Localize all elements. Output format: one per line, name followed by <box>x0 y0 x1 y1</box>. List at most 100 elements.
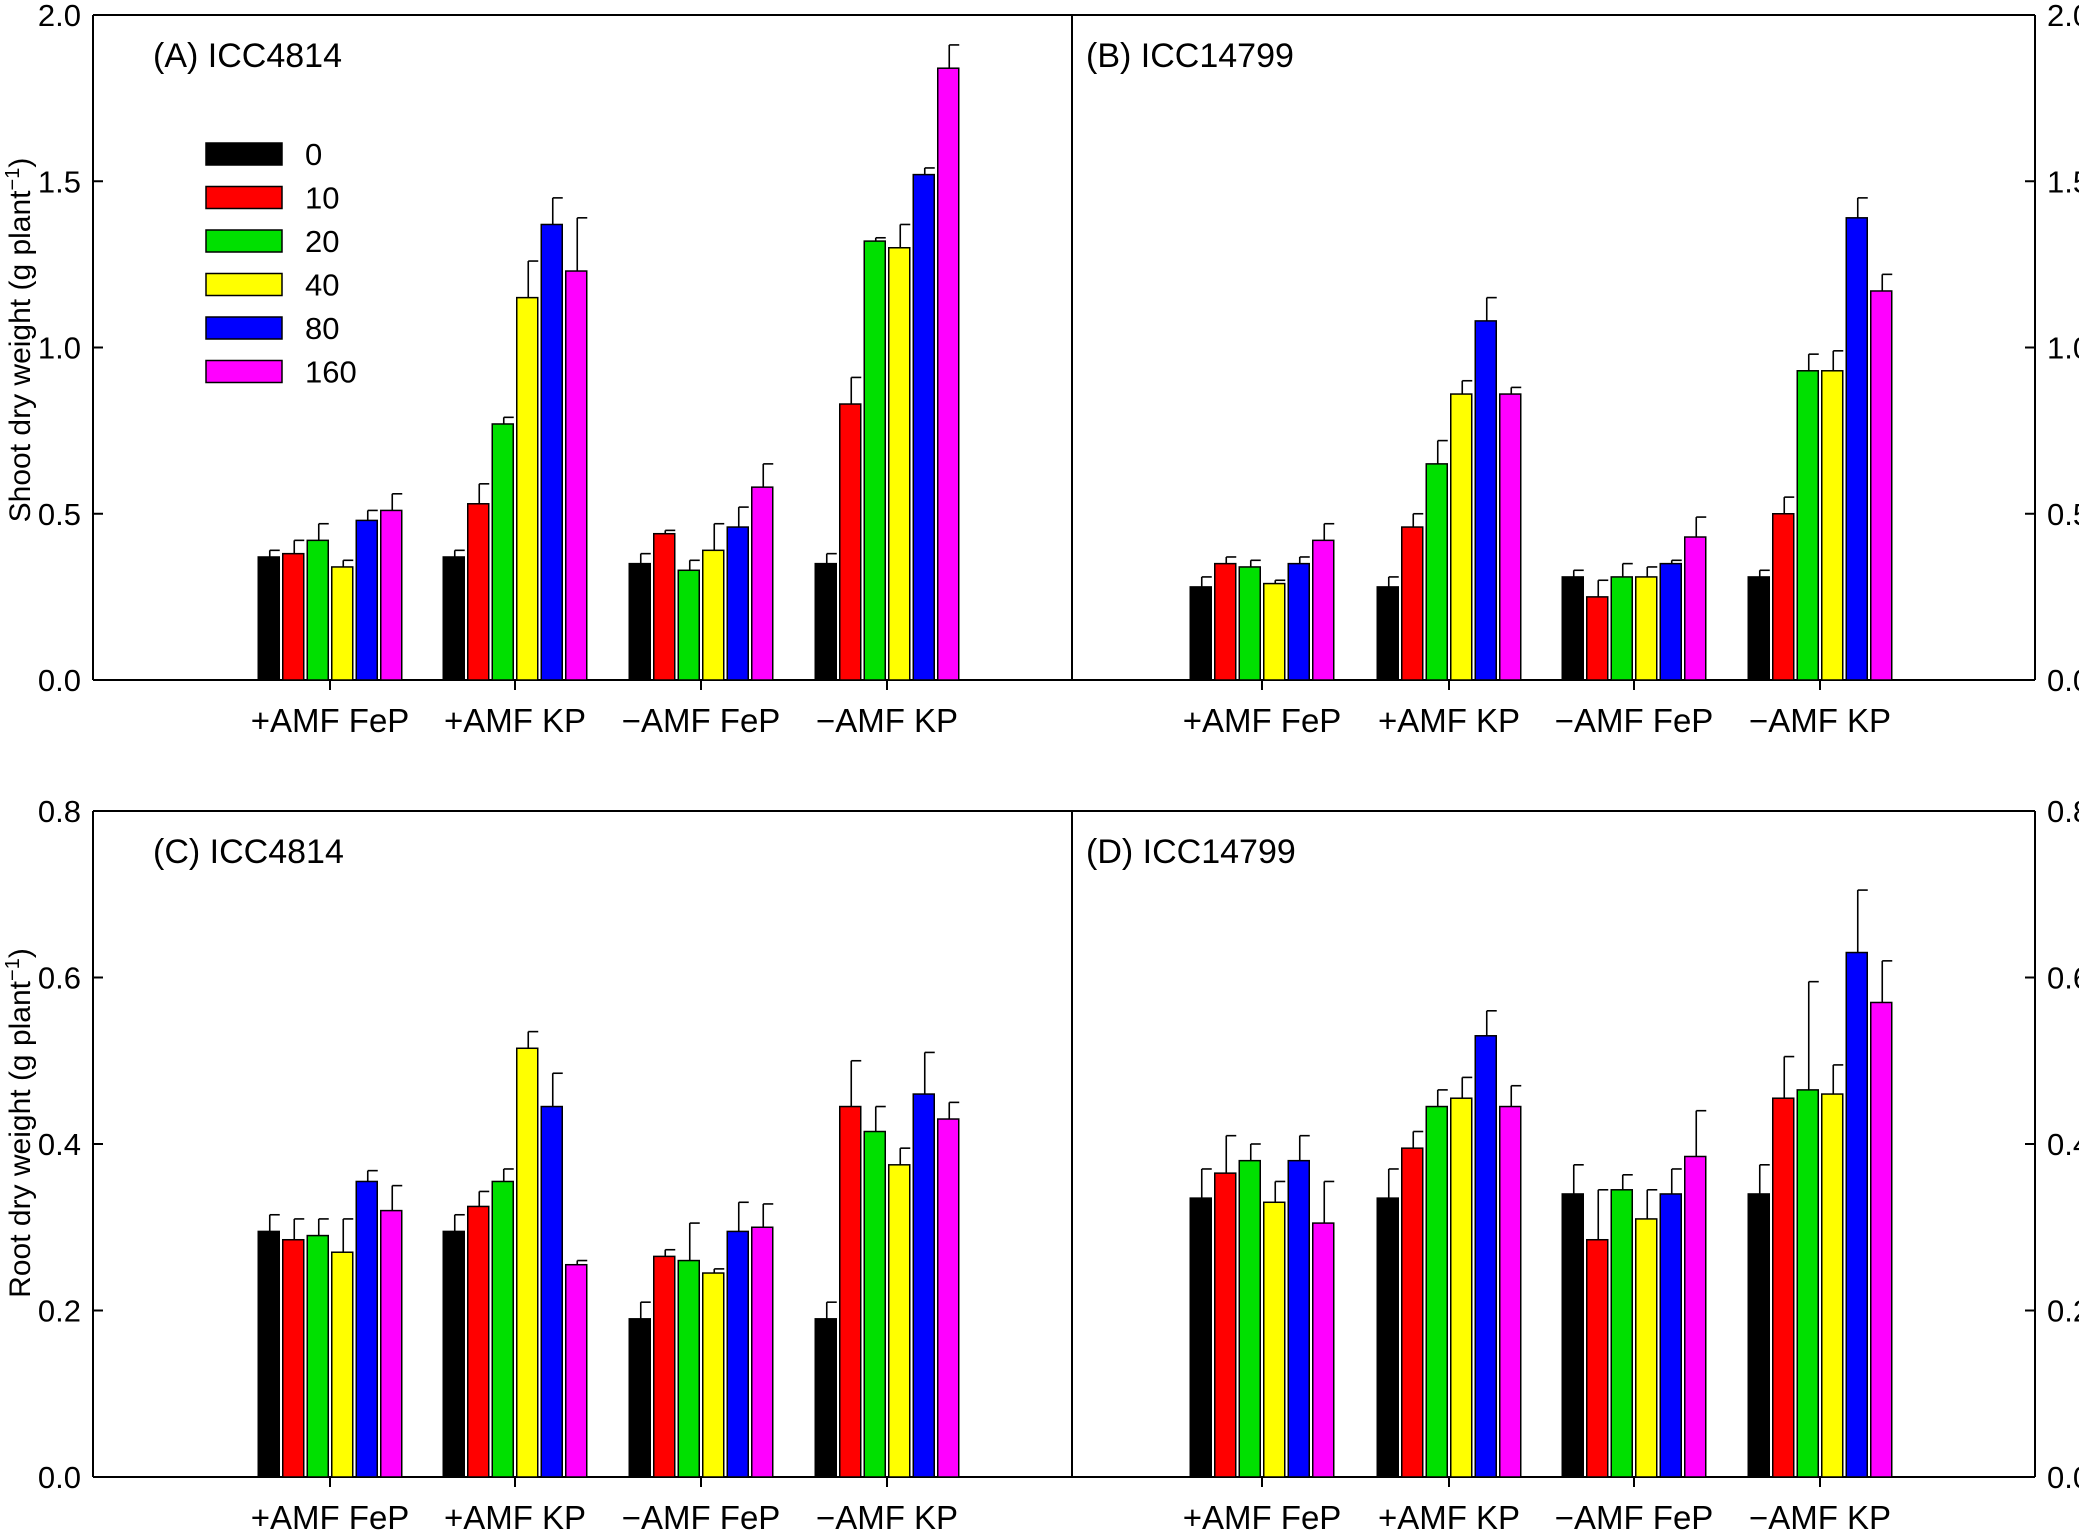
x-tick-label: −AMF KP <box>816 702 958 739</box>
bar-80 <box>1845 217 1868 681</box>
bar-80 <box>540 1105 563 1478</box>
bar-80 <box>1659 562 1682 681</box>
bar-40 <box>888 247 911 681</box>
x-tick-label: +AMF FeP <box>251 702 410 739</box>
x-tick-label: +AMF KP <box>1378 1499 1520 1534</box>
bar-80 <box>540 223 563 681</box>
y-tick-label: 0.0 <box>38 1460 81 1495</box>
x-tick-label: +AMF KP <box>1378 702 1520 739</box>
legend-label-20: 20 <box>305 224 339 259</box>
x-tick-label: −AMF KP <box>1749 702 1891 739</box>
bar-160 <box>1499 1105 1522 1478</box>
y-axis-title-root-unit: −1 <box>2 958 24 981</box>
bar-80 <box>355 519 378 681</box>
bar-10 <box>467 503 490 681</box>
bar-160 <box>1499 393 1522 681</box>
bar-160 <box>565 270 588 681</box>
y-axis-title-shoot: Shoot dry weight (g plant−1) <box>2 158 37 523</box>
y-axis-title-shoot-unit: −1 <box>2 168 24 191</box>
y-tick-label: 0.0 <box>2047 1460 2079 1495</box>
y-tick-label: 0.0 <box>38 663 81 698</box>
panel-title: ICC4814 <box>208 37 342 75</box>
bar-0 <box>814 562 837 681</box>
legend-swatch-10 <box>205 185 283 210</box>
bar-0 <box>442 556 465 681</box>
y-tick-label: 2.0 <box>2047 0 2079 33</box>
panel-id: (D) <box>1086 833 1143 871</box>
y-tick-label: 0.6 <box>38 961 81 996</box>
y-tick-label: 0.6 <box>2047 961 2079 996</box>
bar-0 <box>1561 1193 1584 1478</box>
y-axis-title-shoot-main: Shoot dry weight (g plant <box>4 190 37 523</box>
y-tick-label: 2.0 <box>38 0 81 33</box>
bar-40 <box>516 296 539 681</box>
bar-0 <box>1376 1197 1399 1478</box>
panel-id: (C) <box>153 833 210 871</box>
x-tick-label: +AMF KP <box>444 702 586 739</box>
y-tick-label: 0.0 <box>2047 663 2079 698</box>
legend-swatch-0 <box>205 142 283 166</box>
bar-40 <box>702 549 725 681</box>
bar-20 <box>306 1234 329 1478</box>
bar-80 <box>1287 562 1310 681</box>
bar-20 <box>1425 463 1448 681</box>
bar-10 <box>282 1238 305 1478</box>
y-tick-label: 0.2 <box>38 1294 81 1329</box>
bar-160 <box>751 486 774 681</box>
x-tick-label: +AMF FeP <box>251 1499 410 1534</box>
bar-160 <box>1312 1222 1335 1478</box>
bar-40 <box>1450 393 1473 681</box>
bar-40 <box>1263 582 1286 681</box>
panel-a-shoot-icc4814: 0.0 0.5 1.0 1.5 2.0 (A) ICC4814 +AMF FeP +AMF K… <box>38 0 1073 739</box>
bar-20 <box>1238 566 1261 681</box>
bar-20 <box>1610 576 1633 681</box>
bar-160 <box>380 509 403 681</box>
legend: 0 10 20 40 80 160 <box>205 137 357 390</box>
legend-swatch-80 <box>205 316 283 340</box>
bar-80 <box>1474 320 1497 681</box>
bar-20 <box>677 569 700 681</box>
y-tick-label: 0.5 <box>2047 497 2079 532</box>
y-tick-label: 1.5 <box>38 164 81 199</box>
bar-160 <box>1684 536 1707 681</box>
bar-10 <box>1586 1238 1609 1478</box>
bar-160 <box>1870 1001 1893 1478</box>
bar-20 <box>1796 1089 1819 1478</box>
y-tick-label: 0.8 <box>2047 794 2079 829</box>
bar-10 <box>1214 562 1237 681</box>
bar-0 <box>442 1230 465 1478</box>
bar-40 <box>1821 1093 1844 1478</box>
legend-label-80: 80 <box>305 311 339 346</box>
bar-10 <box>1586 596 1609 681</box>
legend-swatch-160 <box>205 359 283 384</box>
bar-160 <box>937 1118 960 1478</box>
panel-b-shoot-icc14799: 0.0 0.5 1.0 1.5 2.0 (B) ICC14799 +AMF FeP +AMF … <box>1072 0 2079 739</box>
bar-20 <box>863 1130 886 1478</box>
panel-d-root-icc14799: 0.0 0.2 0.4 0.6 0.8 (D) ICC14799 +AMF FeP +AMF … <box>1072 794 2079 1534</box>
bar-20 <box>1425 1105 1448 1478</box>
bar-0 <box>628 1318 651 1478</box>
y-tick-label: 0.4 <box>38 1127 81 1162</box>
x-tick-label: +AMF FeP <box>1183 702 1342 739</box>
y-tick-label: 0.2 <box>2047 1294 2079 1329</box>
panel-id: (A) <box>153 37 208 75</box>
bar-20 <box>1610 1189 1633 1478</box>
y-axis-title-root: Root dry weight (g plant−1) <box>2 948 37 1298</box>
y-axis-title-root-close: ) <box>4 948 37 958</box>
panel-c-root-icc4814: 0.0 0.2 0.4 0.6 0.8 (C) ICC4814 +AMF FeP +AMF K… <box>38 794 1073 1534</box>
legend-swatch-20 <box>205 229 283 253</box>
bar-80 <box>355 1180 378 1478</box>
bar-80 <box>912 173 935 681</box>
bar-160 <box>565 1263 588 1478</box>
x-tick-label: −AMF FeP <box>622 702 781 739</box>
bar-0 <box>1189 586 1212 681</box>
bar-0 <box>257 556 280 681</box>
bar-20 <box>1796 370 1819 681</box>
bar-20 <box>491 1180 514 1478</box>
bar-40 <box>702 1272 725 1478</box>
panel-label: (A) ICC4814 <box>153 37 342 75</box>
x-tick-label: −AMF FeP <box>1555 702 1714 739</box>
bar-10 <box>467 1205 490 1478</box>
bar-10 <box>839 1105 862 1478</box>
